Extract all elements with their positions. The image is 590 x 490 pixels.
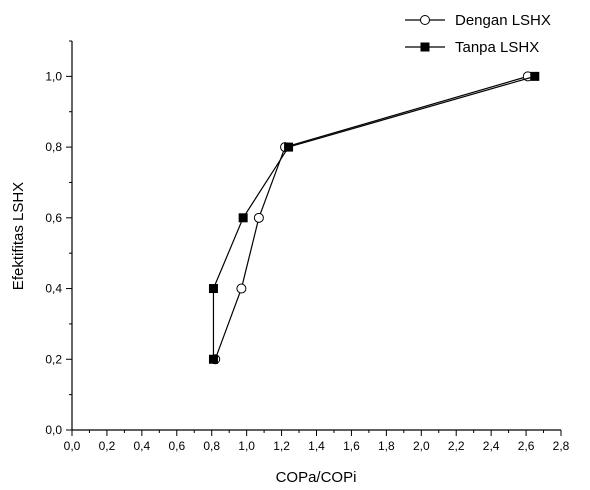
y-axis-title: Efektifitas LSHX xyxy=(10,182,27,290)
y-tick-label: 0,6 xyxy=(45,211,62,225)
data-point-square xyxy=(530,71,540,81)
y-tick-label: 0,0 xyxy=(45,423,62,437)
x-tick-label: 1,0 xyxy=(238,439,255,453)
axes xyxy=(71,41,561,431)
x-axis-title: COPa/COPi xyxy=(276,469,357,486)
x-tick-label: 1,2 xyxy=(273,439,290,453)
x-tick-label: 2,8 xyxy=(553,439,570,453)
legend-marker-open-circle-icon xyxy=(420,15,430,25)
x-tick-label: 2,6 xyxy=(518,439,535,453)
legend-item-dengan-lshx: Dengan LSHX xyxy=(405,12,551,29)
y-tick-label: 0,8 xyxy=(45,140,62,154)
x-tick-label: 0,6 xyxy=(168,439,185,453)
series-tanpa-lshx xyxy=(208,71,540,364)
x-tick-label: 2,2 xyxy=(448,439,465,453)
x-tick-label: 1,6 xyxy=(343,439,360,453)
y-tick-label: 0,2 xyxy=(45,352,62,366)
x-tick-label: 2,0 xyxy=(413,439,430,453)
data-point-square xyxy=(238,213,248,223)
x-tick-label: 2,4 xyxy=(483,439,500,453)
legend-label-dengan-lshx: Dengan LSHX xyxy=(455,12,551,29)
data-point-square xyxy=(208,354,218,364)
legend-label-tanpa-lshx: Tanpa LSHX xyxy=(455,39,539,56)
x-tick-label: 0,2 xyxy=(99,439,116,453)
legend-item-tanpa-lshx: Tanpa LSHX xyxy=(405,39,539,56)
y-ticks: 0,0 0,2 0,4 0,6 0,8 1,0 xyxy=(45,40,72,437)
x-tick-label: 1,8 xyxy=(378,439,395,453)
legend-marker-filled-square-icon xyxy=(420,42,430,52)
data-point-square xyxy=(208,284,218,294)
x-tick-label: 1,4 xyxy=(308,439,325,453)
x-tick-label: 0,4 xyxy=(134,439,151,453)
y-tick-label: 0,4 xyxy=(45,282,62,296)
series-layer xyxy=(208,71,540,365)
x-ticks: 0,0 0,2 0,4 0,6 0,8 1,0 1,2 1,4 1,6 1,8 2,0 2,2 2,4 2… xyxy=(64,430,570,453)
data-point-circle xyxy=(253,212,264,223)
x-tick-label: 0,8 xyxy=(203,439,220,453)
data-point-square xyxy=(284,142,294,152)
legend: Dengan LSHX Tanpa LSHX xyxy=(405,12,551,56)
x-tick-label: 0,0 xyxy=(64,439,81,453)
data-point-circle xyxy=(236,283,247,294)
y-tick-label: 1,0 xyxy=(45,69,62,83)
series-dengan-lshx xyxy=(210,71,533,365)
